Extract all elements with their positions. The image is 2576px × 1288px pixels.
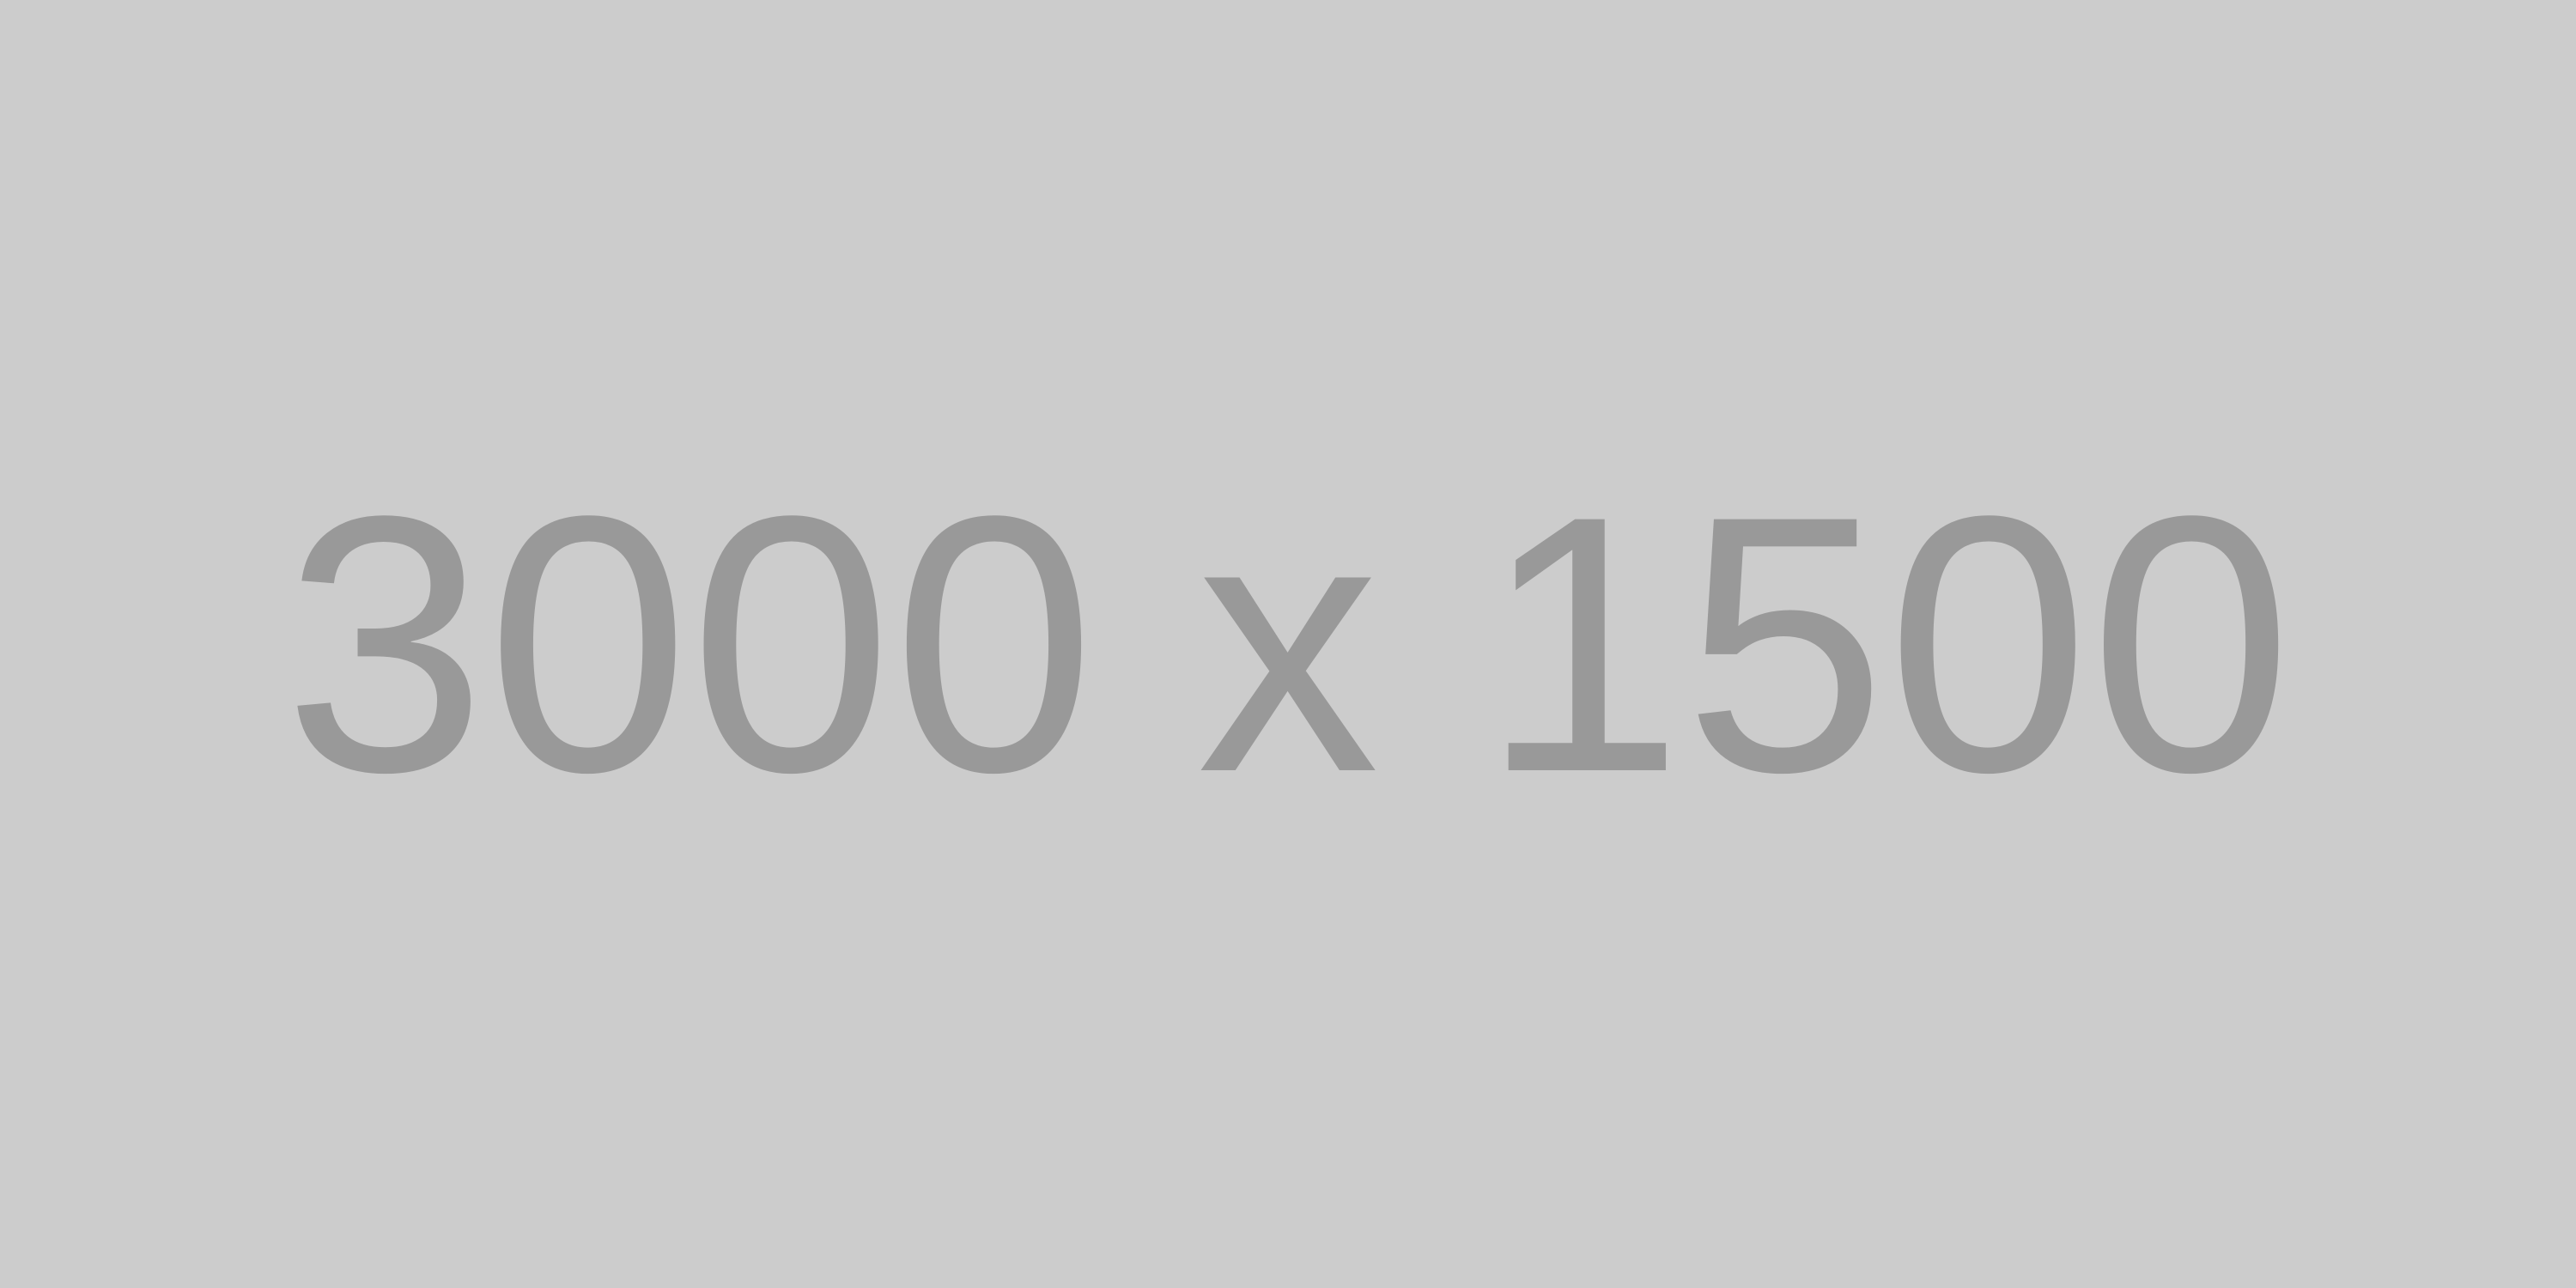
placeholder-dimensions-label: 3000 x 1500 <box>283 440 2293 848</box>
